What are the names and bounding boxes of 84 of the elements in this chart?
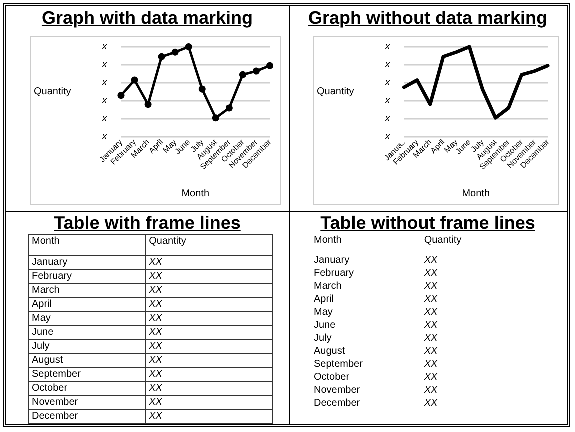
- x-axis-title: Month: [462, 188, 490, 200]
- text: XX: [146, 410, 272, 424]
- text: December: [313, 397, 362, 410]
- text: x: [384, 60, 392, 70]
- text: March: [28, 284, 146, 298]
- text: August: [313, 345, 346, 358]
- text: XX: [146, 284, 272, 298]
- text: XX: [146, 382, 272, 396]
- text: April: [28, 298, 146, 312]
- text: XX: [423, 384, 439, 397]
- text: July: [28, 340, 146, 354]
- text: June: [28, 326, 146, 340]
- point: [252, 68, 260, 75]
- text: November: [28, 396, 146, 410]
- text: XX: [146, 256, 272, 270]
- text: September: [28, 368, 146, 382]
- point: [239, 71, 246, 78]
- point: [226, 104, 233, 112]
- text: XX: [423, 280, 439, 293]
- text: January: [28, 256, 146, 270]
- text: XX: [146, 340, 272, 354]
- text: XX: [146, 298, 272, 312]
- text: XX: [423, 332, 439, 345]
- text: x: [101, 78, 108, 88]
- text: Table with frame lines: [53, 213, 242, 234]
- text: XX: [146, 326, 272, 340]
- text: April: [313, 293, 336, 306]
- point: [158, 53, 166, 60]
- y-axis-title: Quantity: [316, 86, 354, 98]
- text: December: [28, 410, 146, 424]
- text: Month: [28, 234, 146, 256]
- text: February: [313, 267, 356, 280]
- text: September: [313, 358, 364, 371]
- y-axis-title: Quantity: [34, 86, 72, 98]
- text: October: [28, 382, 146, 396]
- text: XX: [423, 397, 439, 410]
- text: March: [313, 280, 343, 293]
- text: x: [101, 42, 108, 52]
- point: [266, 62, 274, 70]
- point: [144, 101, 152, 108]
- text: February: [28, 270, 146, 284]
- chart-title: Graph with data marking: [40, 8, 254, 29]
- point: [131, 76, 138, 84]
- text: x: [384, 96, 392, 106]
- text: XX: [146, 354, 272, 368]
- text: XX: [146, 270, 272, 284]
- text: x: [384, 114, 392, 124]
- text: x: [384, 42, 392, 52]
- text: January: [313, 254, 351, 267]
- text: x: [101, 96, 108, 106]
- text: November: [313, 384, 362, 397]
- point: [198, 86, 206, 93]
- text: x: [101, 60, 108, 70]
- text: x: [384, 132, 392, 142]
- text: October: [313, 371, 351, 384]
- point: [118, 92, 125, 100]
- text: May: [28, 312, 146, 326]
- text: XX: [423, 371, 439, 384]
- text: XX: [146, 368, 272, 382]
- text: Table without frame lines: [320, 213, 536, 234]
- text: XX: [423, 293, 439, 306]
- text: XX: [423, 319, 439, 332]
- text: Quantity: [423, 234, 463, 248]
- text: Month: [313, 234, 343, 248]
- text: June: [313, 319, 337, 332]
- text: x: [101, 132, 108, 142]
- point: [185, 44, 192, 50]
- point: [172, 48, 179, 56]
- text: XX: [423, 358, 439, 371]
- text: x: [101, 114, 108, 124]
- text: August: [28, 354, 146, 368]
- text: XX: [146, 312, 272, 326]
- text: XX: [423, 254, 439, 267]
- text: Quantity: [146, 234, 272, 256]
- text: XX: [423, 267, 439, 280]
- chart-title: Graph without data marking: [307, 8, 549, 29]
- point: [212, 114, 220, 122]
- text: XX: [423, 306, 439, 319]
- x-axis-title: Month: [182, 188, 210, 200]
- text: XX: [146, 396, 272, 410]
- text: May: [313, 306, 334, 319]
- text: July: [313, 332, 333, 345]
- text: XX: [423, 345, 439, 358]
- text: x: [384, 78, 392, 88]
